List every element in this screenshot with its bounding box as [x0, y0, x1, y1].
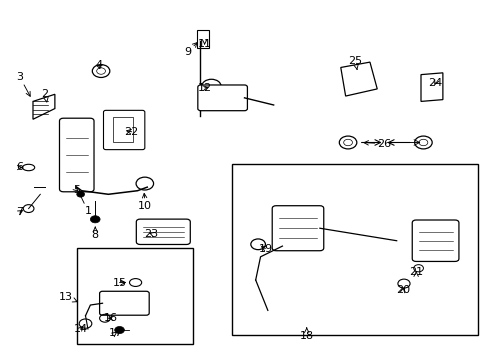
Text: 7: 7 — [16, 207, 23, 217]
FancyBboxPatch shape — [198, 85, 247, 111]
Text: 10: 10 — [138, 193, 152, 211]
Text: 8: 8 — [91, 227, 99, 240]
Text: 6: 6 — [16, 162, 23, 172]
FancyBboxPatch shape — [136, 219, 190, 244]
Bar — [113, 117, 132, 143]
Text: 9: 9 — [183, 42, 197, 57]
Text: 5: 5 — [73, 185, 80, 195]
Text: 3: 3 — [16, 72, 30, 96]
FancyBboxPatch shape — [103, 111, 144, 150]
FancyBboxPatch shape — [60, 118, 94, 192]
Text: 21: 21 — [408, 267, 422, 277]
Text: 17: 17 — [109, 328, 123, 338]
Text: 1: 1 — [78, 191, 91, 216]
Text: 12: 12 — [197, 83, 211, 93]
Text: 13: 13 — [59, 292, 77, 302]
Text: 22: 22 — [124, 127, 139, 137]
FancyBboxPatch shape — [100, 291, 149, 315]
Text: 26: 26 — [363, 139, 391, 149]
Text: 23: 23 — [144, 229, 158, 239]
Text: 2: 2 — [41, 89, 49, 102]
Text: 24: 24 — [427, 78, 442, 88]
Text: 11: 11 — [197, 39, 211, 49]
Circle shape — [115, 327, 124, 334]
Bar — [232, 164, 477, 336]
Text: 25: 25 — [347, 57, 362, 69]
Text: 16: 16 — [104, 313, 118, 323]
FancyBboxPatch shape — [411, 220, 458, 261]
Circle shape — [77, 192, 84, 197]
Text: 15: 15 — [112, 278, 126, 288]
Circle shape — [90, 216, 100, 223]
FancyBboxPatch shape — [272, 206, 323, 251]
Text: 14: 14 — [73, 324, 87, 334]
Text: 19: 19 — [258, 244, 272, 253]
Text: 18: 18 — [299, 328, 313, 341]
Text: 20: 20 — [395, 285, 409, 295]
Bar — [77, 248, 193, 344]
Text: 4: 4 — [95, 60, 102, 70]
